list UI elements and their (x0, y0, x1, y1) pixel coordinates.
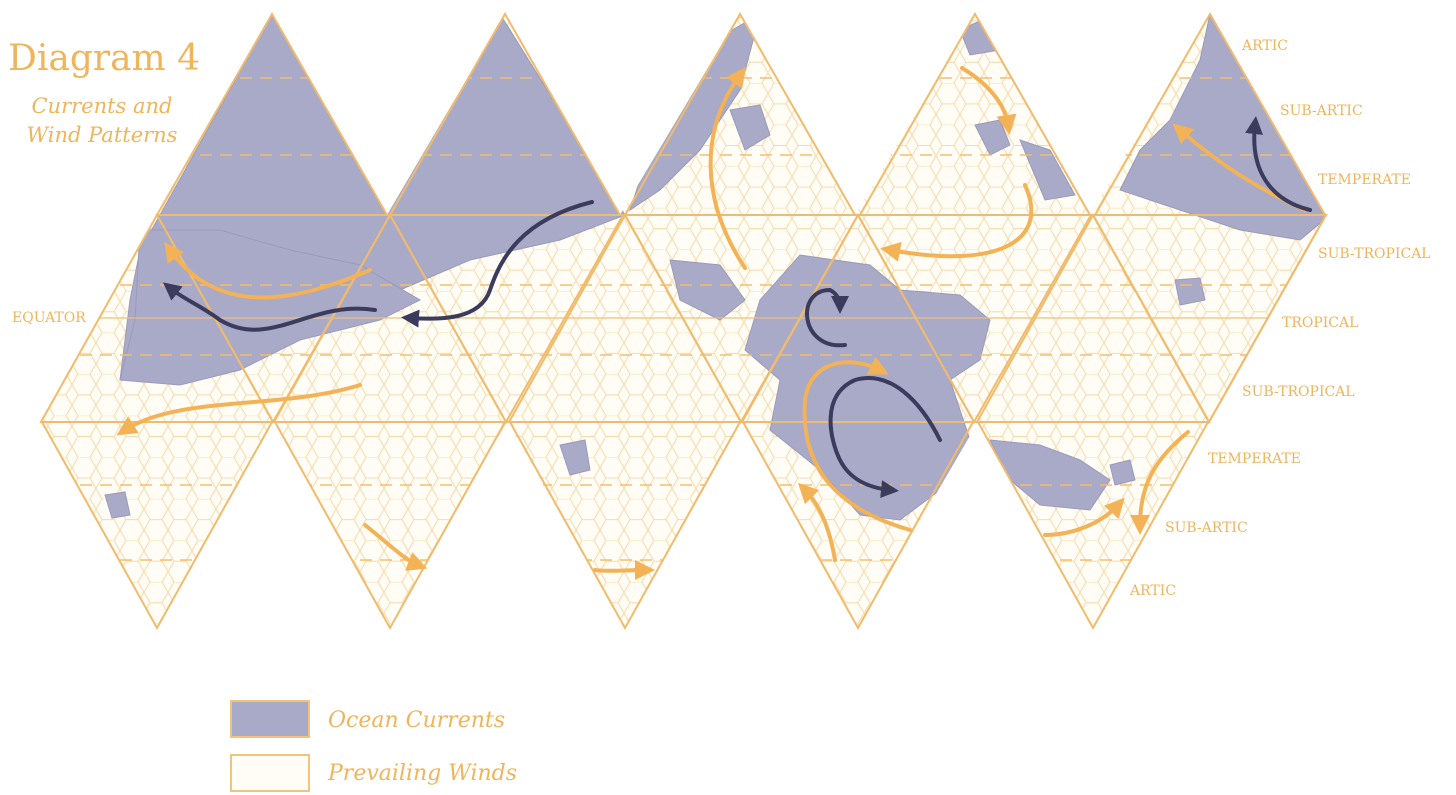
diagram-title: Diagram 4 (8, 38, 201, 79)
subtitle-line-1: Currents and (31, 94, 173, 118)
wind-arrow (116, 383, 362, 436)
band-label-artic-top: ARTIC (1242, 38, 1288, 54)
legend-swatch-ocean (230, 700, 310, 738)
land-north-strip (629, 14, 761, 212)
land-west-continent (119, 229, 422, 386)
legend-swatch-wind (230, 754, 310, 792)
wind-arrow (1130, 430, 1190, 535)
band-label-subtropical-bottom: SUB-TROPICAL (1242, 384, 1355, 400)
wind-arrow (960, 66, 1017, 135)
ocean-currents (162, 116, 1312, 499)
icosahedron-face (741, 421, 975, 631)
band-label-subartic-top: SUB-ARTIC (1280, 103, 1363, 119)
wind-arrow (164, 241, 372, 300)
subtitle-line-2: Wind Patterns (26, 123, 178, 147)
band-label-equator: EQUATOR (12, 310, 86, 326)
land-island-e (1174, 277, 1206, 306)
icosahedron-face (508, 421, 742, 631)
wind-arrow (802, 356, 912, 532)
current-arrow (828, 376, 942, 499)
land-south-east (989, 439, 1111, 511)
wind-arrow (1043, 497, 1125, 537)
land-island-g (559, 439, 591, 476)
land-island-f (1109, 459, 1136, 486)
icosahedron-face (976, 421, 1210, 631)
band-label-tropical: TROPICAL (1282, 315, 1359, 331)
land-island-a (729, 104, 771, 151)
wind-arrow (708, 66, 747, 270)
icosahedron-face (1091, 214, 1328, 425)
land-archipelago (669, 259, 746, 321)
wind-arrow (880, 183, 1034, 262)
prevailing-winds (116, 66, 1307, 581)
band-label-temperate-top: TEMPERATE (1318, 172, 1411, 188)
band-label-subtropical-top: SUB-TROPICAL (1318, 246, 1431, 262)
icosahedron-face (40, 421, 274, 631)
current-arrow (1245, 116, 1312, 212)
band-label-artic-bottom: ARTIC (1130, 583, 1176, 599)
current-arrow (162, 282, 377, 332)
wind-arrow (363, 523, 428, 571)
current-arrow (401, 200, 594, 328)
band-label-temperate-bottom: TEMPERATE (1208, 451, 1301, 467)
land-island-h (104, 491, 131, 519)
wind-arrow (797, 482, 837, 562)
current-arrow (805, 287, 849, 348)
icosahedron-face (273, 421, 507, 631)
legend-label-ocean-currents: Ocean Currents (328, 708, 506, 733)
diagram-subtitle: Currents and Wind Patterns (12, 92, 192, 150)
legend-label-prevailing-winds: Prevailing Winds (328, 761, 518, 786)
icosahedron-faces (39, 11, 1328, 631)
land-island-d (1019, 139, 1076, 201)
band-label-subartic-bottom: SUB-ARTIC (1165, 520, 1248, 536)
wind-arrow (593, 560, 655, 581)
